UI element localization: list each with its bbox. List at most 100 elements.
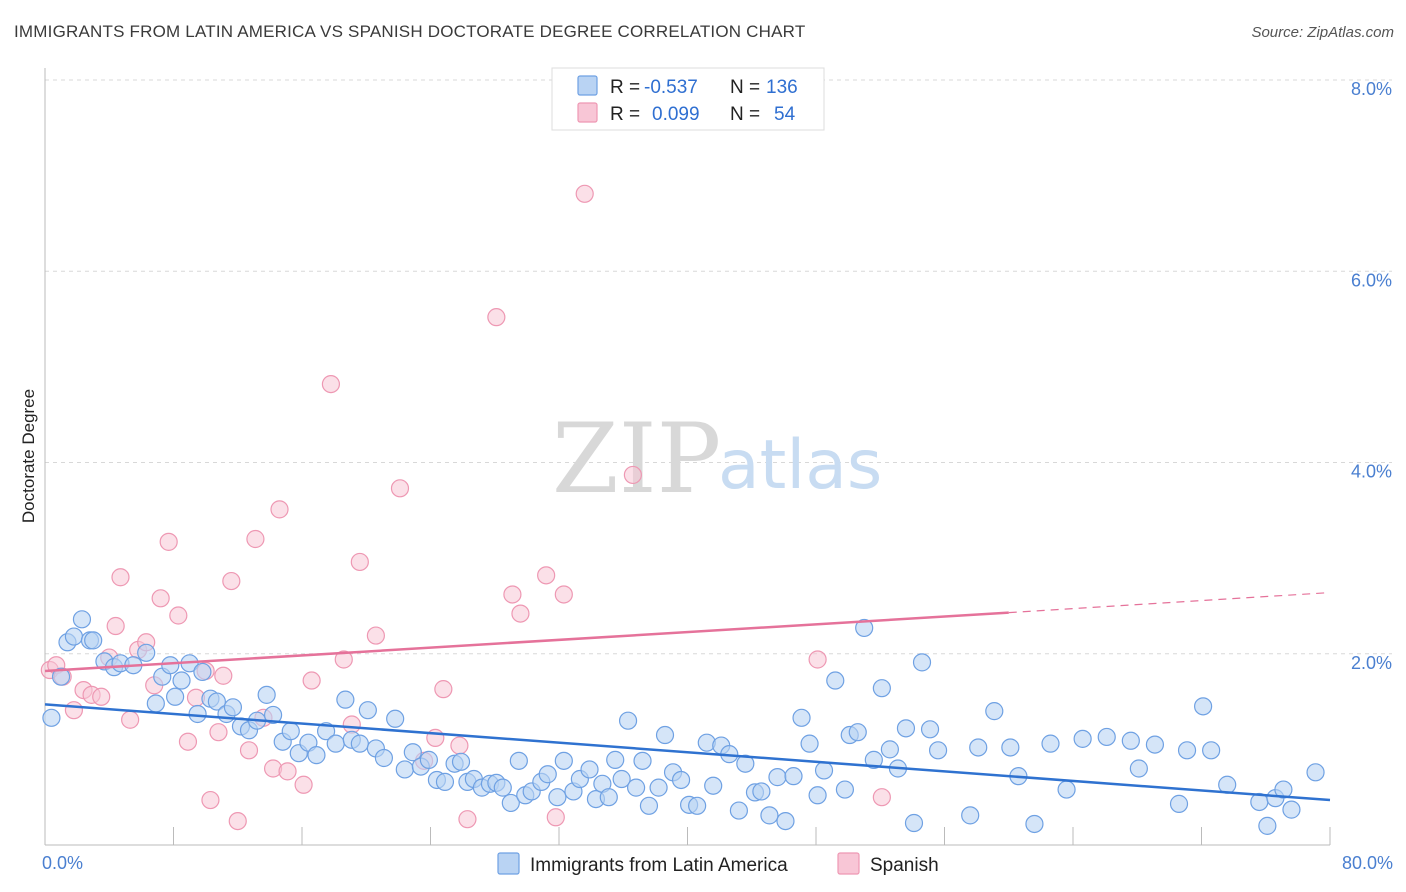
spanish-point [546,808,565,827]
legend-label-latin-america: Immigrants from Latin America [530,855,788,876]
latin-america-point [612,769,631,789]
latin-america-point [374,748,394,768]
spanish-point [92,687,111,706]
spanish-point [209,723,228,742]
spanish-point [808,650,827,669]
latin-america-point [1169,794,1189,813]
latin-america-point [826,671,845,690]
latin-america-point [451,752,471,771]
latin-america-point [606,750,625,769]
spanish-point [151,589,170,608]
latin-america-point [403,743,422,762]
spanish-point [511,604,530,623]
latin-america-point [1097,727,1116,747]
latin-america-point [704,776,723,795]
latin-america-point [969,738,988,757]
latin-america-point [501,793,520,813]
spanish-point [321,374,341,394]
grid-layer [45,79,1392,655]
latin-america-point [395,760,414,779]
latin-america-point [760,806,779,825]
spanish-point [111,568,130,587]
spanish-point [222,571,241,591]
latin-america-point [768,768,787,787]
latin-america-point [72,610,92,629]
watermark-atlas: atlas [718,426,882,505]
latin-america-point [51,667,71,686]
stats-r-value-pink: 0.099 [652,104,700,125]
latin-america-point [808,786,827,805]
latin-america-point [985,702,1004,721]
watermark-zip: ZIP [552,403,721,515]
latin-america-point [599,788,618,807]
spanish-point [434,680,453,699]
x-tick-label-max: 80.0% [1342,853,1393,873]
latin-america-point [688,796,707,815]
latin-america-point [784,767,803,786]
latin-america-point [193,662,212,682]
latin-america-point [626,778,646,797]
stats-r-label-2: R = [610,104,640,125]
legend: Immigrants from Latin America Spanish [497,852,939,876]
latin-america-points [42,610,1325,835]
spanish-point [623,465,642,485]
latin-america-point [864,750,883,769]
spanish-point [106,616,125,636]
latin-america-point [800,734,819,753]
latin-america-point [509,751,528,770]
stats-n-label: N = [730,77,760,98]
spanish-point [554,585,573,604]
latin-america-point [729,801,749,820]
spanish-point [342,715,361,734]
spanish-point [121,710,140,729]
latin-america-point [1041,734,1060,753]
spanish-point [169,606,188,625]
spanish-point [334,650,353,669]
latin-america-point [1073,729,1092,748]
latin-america-point [1025,814,1044,834]
chart-title: IMMIGRANTS FROM LATIN AMERICA VS SPANISH… [14,22,806,41]
latin-america-point [752,782,771,801]
latin-america-point [1258,816,1277,835]
latin-america-point [633,751,652,770]
latin-america-point [84,631,103,650]
spanish-point [159,532,178,551]
spanish-point [458,810,477,829]
spanish-point [575,184,594,203]
stats-box: R = -0.537 N = 136 R = 0.099 N = 54 [551,67,825,131]
latin-america-point [161,656,180,675]
latin-america-point [904,813,924,833]
trend-line-spanish-extension [1008,591,1331,614]
latin-america-point [172,671,191,690]
spanish-point [239,741,259,760]
latin-america-point [386,709,405,728]
spanish-point [228,811,247,831]
latin-america-point [257,685,276,704]
spanish-point [214,666,233,685]
stats-swatch-pink [577,102,598,123]
latin-america-point [814,761,834,780]
latin-america-point [166,687,185,706]
latin-america-point [493,778,512,797]
y-tick-label: 6.0% [1351,270,1392,290]
latin-america-point [776,811,795,831]
latin-america-point [419,750,438,769]
latin-america-point [1121,731,1140,750]
latin-america-point [580,760,599,779]
latin-america-point [880,740,899,759]
latin-america-point [912,653,932,672]
stats-swatch-blue [577,75,598,96]
latin-america-point [316,722,336,741]
spanish-point [270,500,289,519]
latin-america-point [207,692,226,711]
latin-america-point [835,780,855,799]
latin-america-point [1218,775,1237,794]
latin-america-point [554,751,573,770]
latin-america-point [792,708,811,727]
trend-line-spanish [44,611,1009,673]
trend-lines [44,591,1331,802]
legend-swatch-latin-america [497,852,520,875]
latin-america-point [435,772,455,791]
y-axis-label: Doctorate Degree [19,389,38,523]
